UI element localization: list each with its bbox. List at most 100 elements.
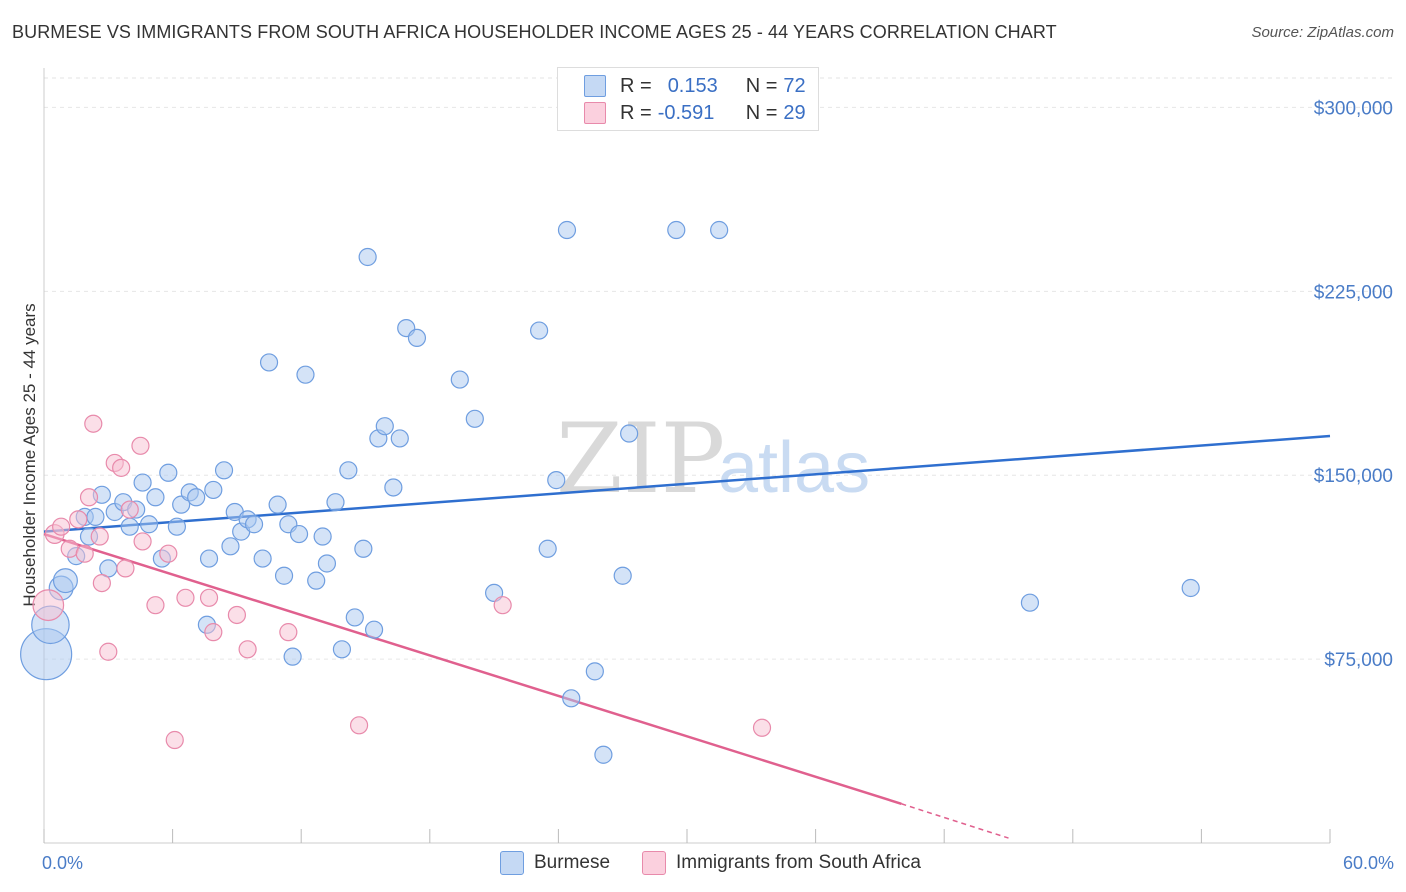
legend-item-burmese[interactable]: Burmese	[500, 851, 610, 875]
south-africa-point	[349, 716, 369, 735]
r-value: 0.153	[667, 74, 718, 97]
burmese-point	[450, 370, 469, 389]
south-africa-point	[752, 718, 772, 737]
south-africa-point	[204, 623, 223, 642]
south-africa-point	[227, 605, 246, 625]
burmese-point	[296, 365, 315, 384]
series-legend: Burmese Immigrants from South Africa	[0, 851, 1406, 879]
legend-swatch-blue	[584, 75, 606, 97]
burmese-point	[283, 647, 302, 666]
south-africa-point	[279, 623, 298, 642]
y-tick-labels: $75,000 $150,000 $225,000 $300,000	[1314, 98, 1393, 671]
watermark-atlas: atlas	[718, 428, 870, 508]
south-africa-point	[99, 642, 118, 661]
burmese-point	[313, 527, 332, 546]
legend-label-burmese: Burmese	[534, 852, 611, 873]
south-africa-point	[84, 414, 103, 433]
burmese-point	[594, 745, 613, 764]
burmese-point	[274, 566, 294, 585]
burmese-point	[332, 640, 352, 659]
burmese-point	[530, 321, 549, 340]
south-africa-point	[116, 559, 135, 578]
south-africa-point	[131, 436, 150, 455]
legend-swatch-pink	[584, 102, 606, 124]
south-africa-point	[112, 458, 131, 477]
burmese-point	[139, 515, 159, 534]
burmese-point	[159, 463, 178, 482]
trend-lines	[43, 434, 1331, 839]
burmese-point	[485, 583, 504, 603]
south-africa-point	[52, 517, 71, 536]
burmese-point	[667, 220, 686, 240]
south-africa-point	[69, 510, 88, 529]
burmese-point	[364, 620, 384, 639]
x-tick-labels: 0.0% 60.0%	[42, 853, 1394, 873]
y-tick-label: $150,000	[1314, 466, 1393, 487]
south-africa-trend-line	[43, 532, 902, 805]
burmese-point	[204, 480, 223, 500]
burmese-point	[52, 568, 78, 594]
burmese-point	[557, 220, 577, 240]
chart-title: BURMESE VS IMMIGRANTS FROM SOUTH AFRICA …	[12, 22, 1057, 42]
axes	[43, 68, 1331, 844]
burmese-point	[326, 493, 345, 512]
y-axis-label: Householder Income Ages 25 - 44 years	[20, 303, 39, 606]
burmese-point	[710, 220, 729, 240]
burmese-point	[253, 549, 272, 568]
y-tick-label: $300,000	[1314, 98, 1393, 119]
n-value: 72	[783, 74, 806, 97]
burmese-point	[547, 471, 566, 490]
burmese-point	[1020, 593, 1040, 612]
x-tick-label-max: 60.0%	[1343, 853, 1394, 873]
south-africa-point	[133, 532, 152, 551]
burmese-points	[20, 220, 1200, 764]
y-tick-label: $225,000	[1314, 282, 1393, 303]
watermark: ZIP atlas	[556, 403, 870, 515]
legend-swatch-pink	[642, 851, 666, 875]
burmese-point	[354, 539, 373, 558]
burmese-point	[345, 608, 364, 627]
south-africa-point	[146, 596, 165, 615]
burmese-point	[199, 549, 219, 568]
south-africa-point	[75, 544, 94, 563]
legend-swatch-blue	[500, 851, 524, 875]
burmese-point	[358, 247, 377, 267]
burmese-point	[407, 328, 427, 348]
grid-lines	[44, 77, 1392, 660]
x-tick-label-min: 0.0%	[42, 853, 83, 873]
burmese-point	[1181, 578, 1200, 598]
south-africa-point	[90, 527, 109, 546]
burmese-point	[167, 517, 186, 536]
south-africa-point	[493, 596, 512, 615]
n-label: N =	[745, 74, 778, 97]
burmese-point	[244, 515, 264, 534]
burmese-point	[86, 507, 105, 526]
burmese-point	[172, 495, 191, 514]
legend-item-south-africa[interactable]: Immigrants from South Africa	[642, 851, 921, 875]
south-africa-point	[32, 589, 65, 622]
burmese-point	[538, 539, 557, 558]
burmese-point	[465, 409, 484, 428]
n-label: N =	[745, 101, 778, 124]
source-label: Source: ZipAtlas.com	[1251, 24, 1394, 41]
burmese-point	[307, 571, 326, 590]
burmese-point	[268, 495, 287, 514]
burmese-point	[390, 429, 409, 448]
south-africa-point	[92, 573, 111, 593]
legend-row-south-africa: R = -0.591 N = 29	[584, 100, 806, 126]
burmese-point	[133, 473, 152, 492]
burmese-point	[317, 554, 337, 573]
r-value: -0.591	[657, 101, 715, 124]
south-africa-point	[238, 640, 257, 659]
south-africa-point	[165, 730, 184, 750]
south-africa-point	[199, 588, 219, 607]
burmese-point	[585, 662, 604, 681]
south-africa-point	[79, 488, 99, 507]
y-tick-label: $75,000	[1324, 650, 1393, 671]
n-value: 29	[783, 101, 806, 124]
burmese-point	[375, 417, 394, 436]
burmese-point	[562, 689, 581, 708]
burmese-point	[620, 424, 639, 443]
south-africa-point	[120, 500, 139, 519]
